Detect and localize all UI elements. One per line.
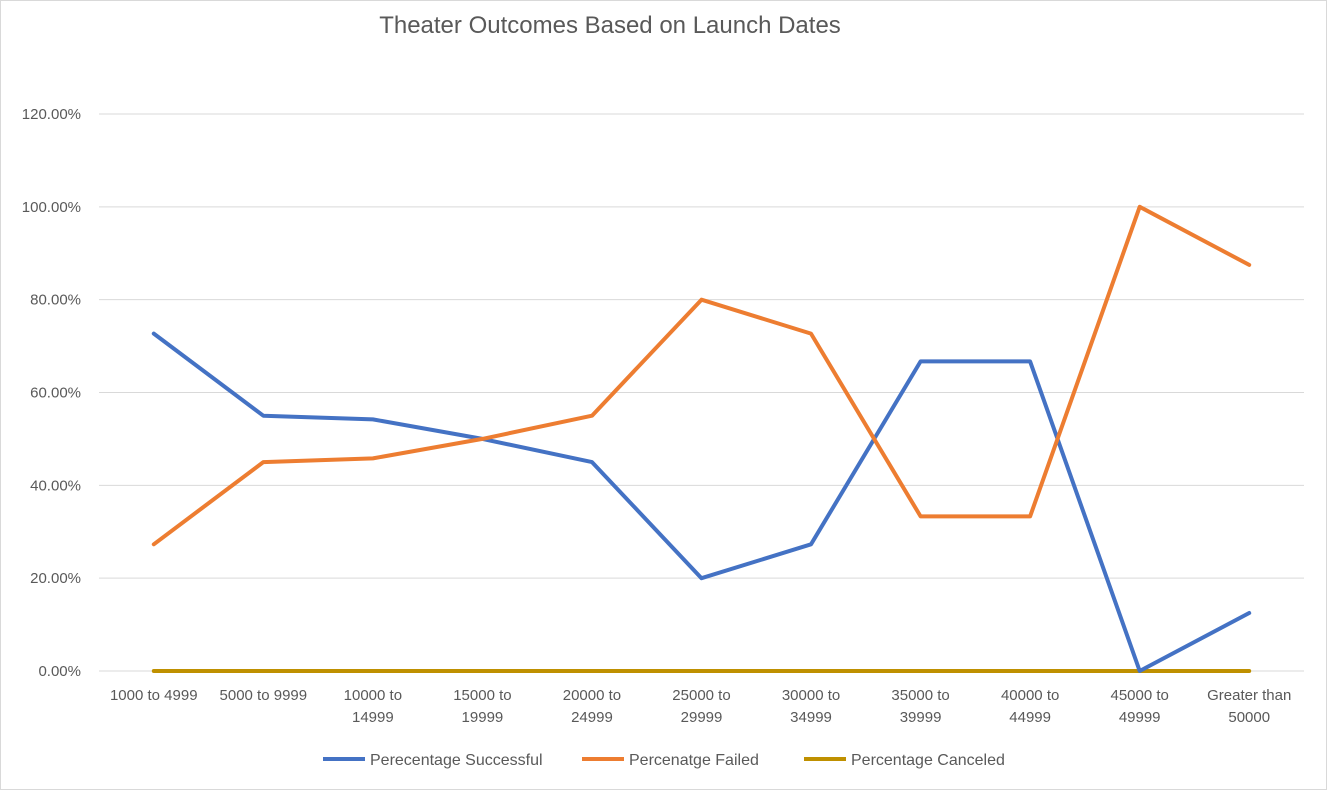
gridlines	[99, 113, 1304, 672]
series-lines	[151, 204, 1252, 673]
x-tick-label: 30000 to 34999	[782, 687, 840, 726]
x-tick-label: 1000 to 4999	[110, 687, 198, 704]
x-tick-label: Greater than 50000	[1207, 687, 1291, 726]
x-tick-label: 40000 to 44999	[1001, 687, 1059, 726]
y-tick-label: 20.00%	[30, 570, 81, 587]
x-tick-label: 45000 to 49999	[1110, 687, 1168, 726]
x-tick-label: 15000 to 19999	[453, 687, 511, 726]
y-tick-label: 120.00%	[22, 106, 81, 123]
y-tick-label: 40.00%	[30, 477, 81, 494]
x-tick-label: 5000 to 9999	[220, 687, 308, 704]
x-tick-label: 35000 to 39999	[891, 687, 949, 726]
y-tick-label: 60.00%	[30, 385, 81, 402]
legend-label: Percenatge Failed	[629, 752, 759, 769]
x-tick-label: 20000 to 24999	[563, 687, 621, 726]
chart-title: Theater Outcomes Based on Launch Dates	[379, 12, 841, 39]
x-tick-label: 10000 to 14999	[344, 687, 402, 726]
legend-label: Percentage Canceled	[851, 752, 1005, 769]
y-tick-label: 100.00%	[22, 199, 81, 216]
legend-label: Perecentage Successful	[370, 752, 543, 769]
y-tick-label: 80.00%	[30, 292, 81, 309]
y-axis-ticks: 0.00% 20.00% 40.00% 60.00% 80.00% 100.00% 120.…	[22, 106, 81, 680]
series-line	[151, 331, 1252, 673]
x-tick-label: 25000 to 29999	[672, 687, 730, 726]
x-axis-ticks: 1000 to 4999 5000 to 9999 10000 to 14999 150…	[110, 687, 1291, 726]
y-tick-label: 0.00%	[38, 663, 81, 680]
series-line	[151, 204, 1252, 547]
legend: Perecentage Successful Percenatge Failed P…	[323, 752, 1005, 769]
